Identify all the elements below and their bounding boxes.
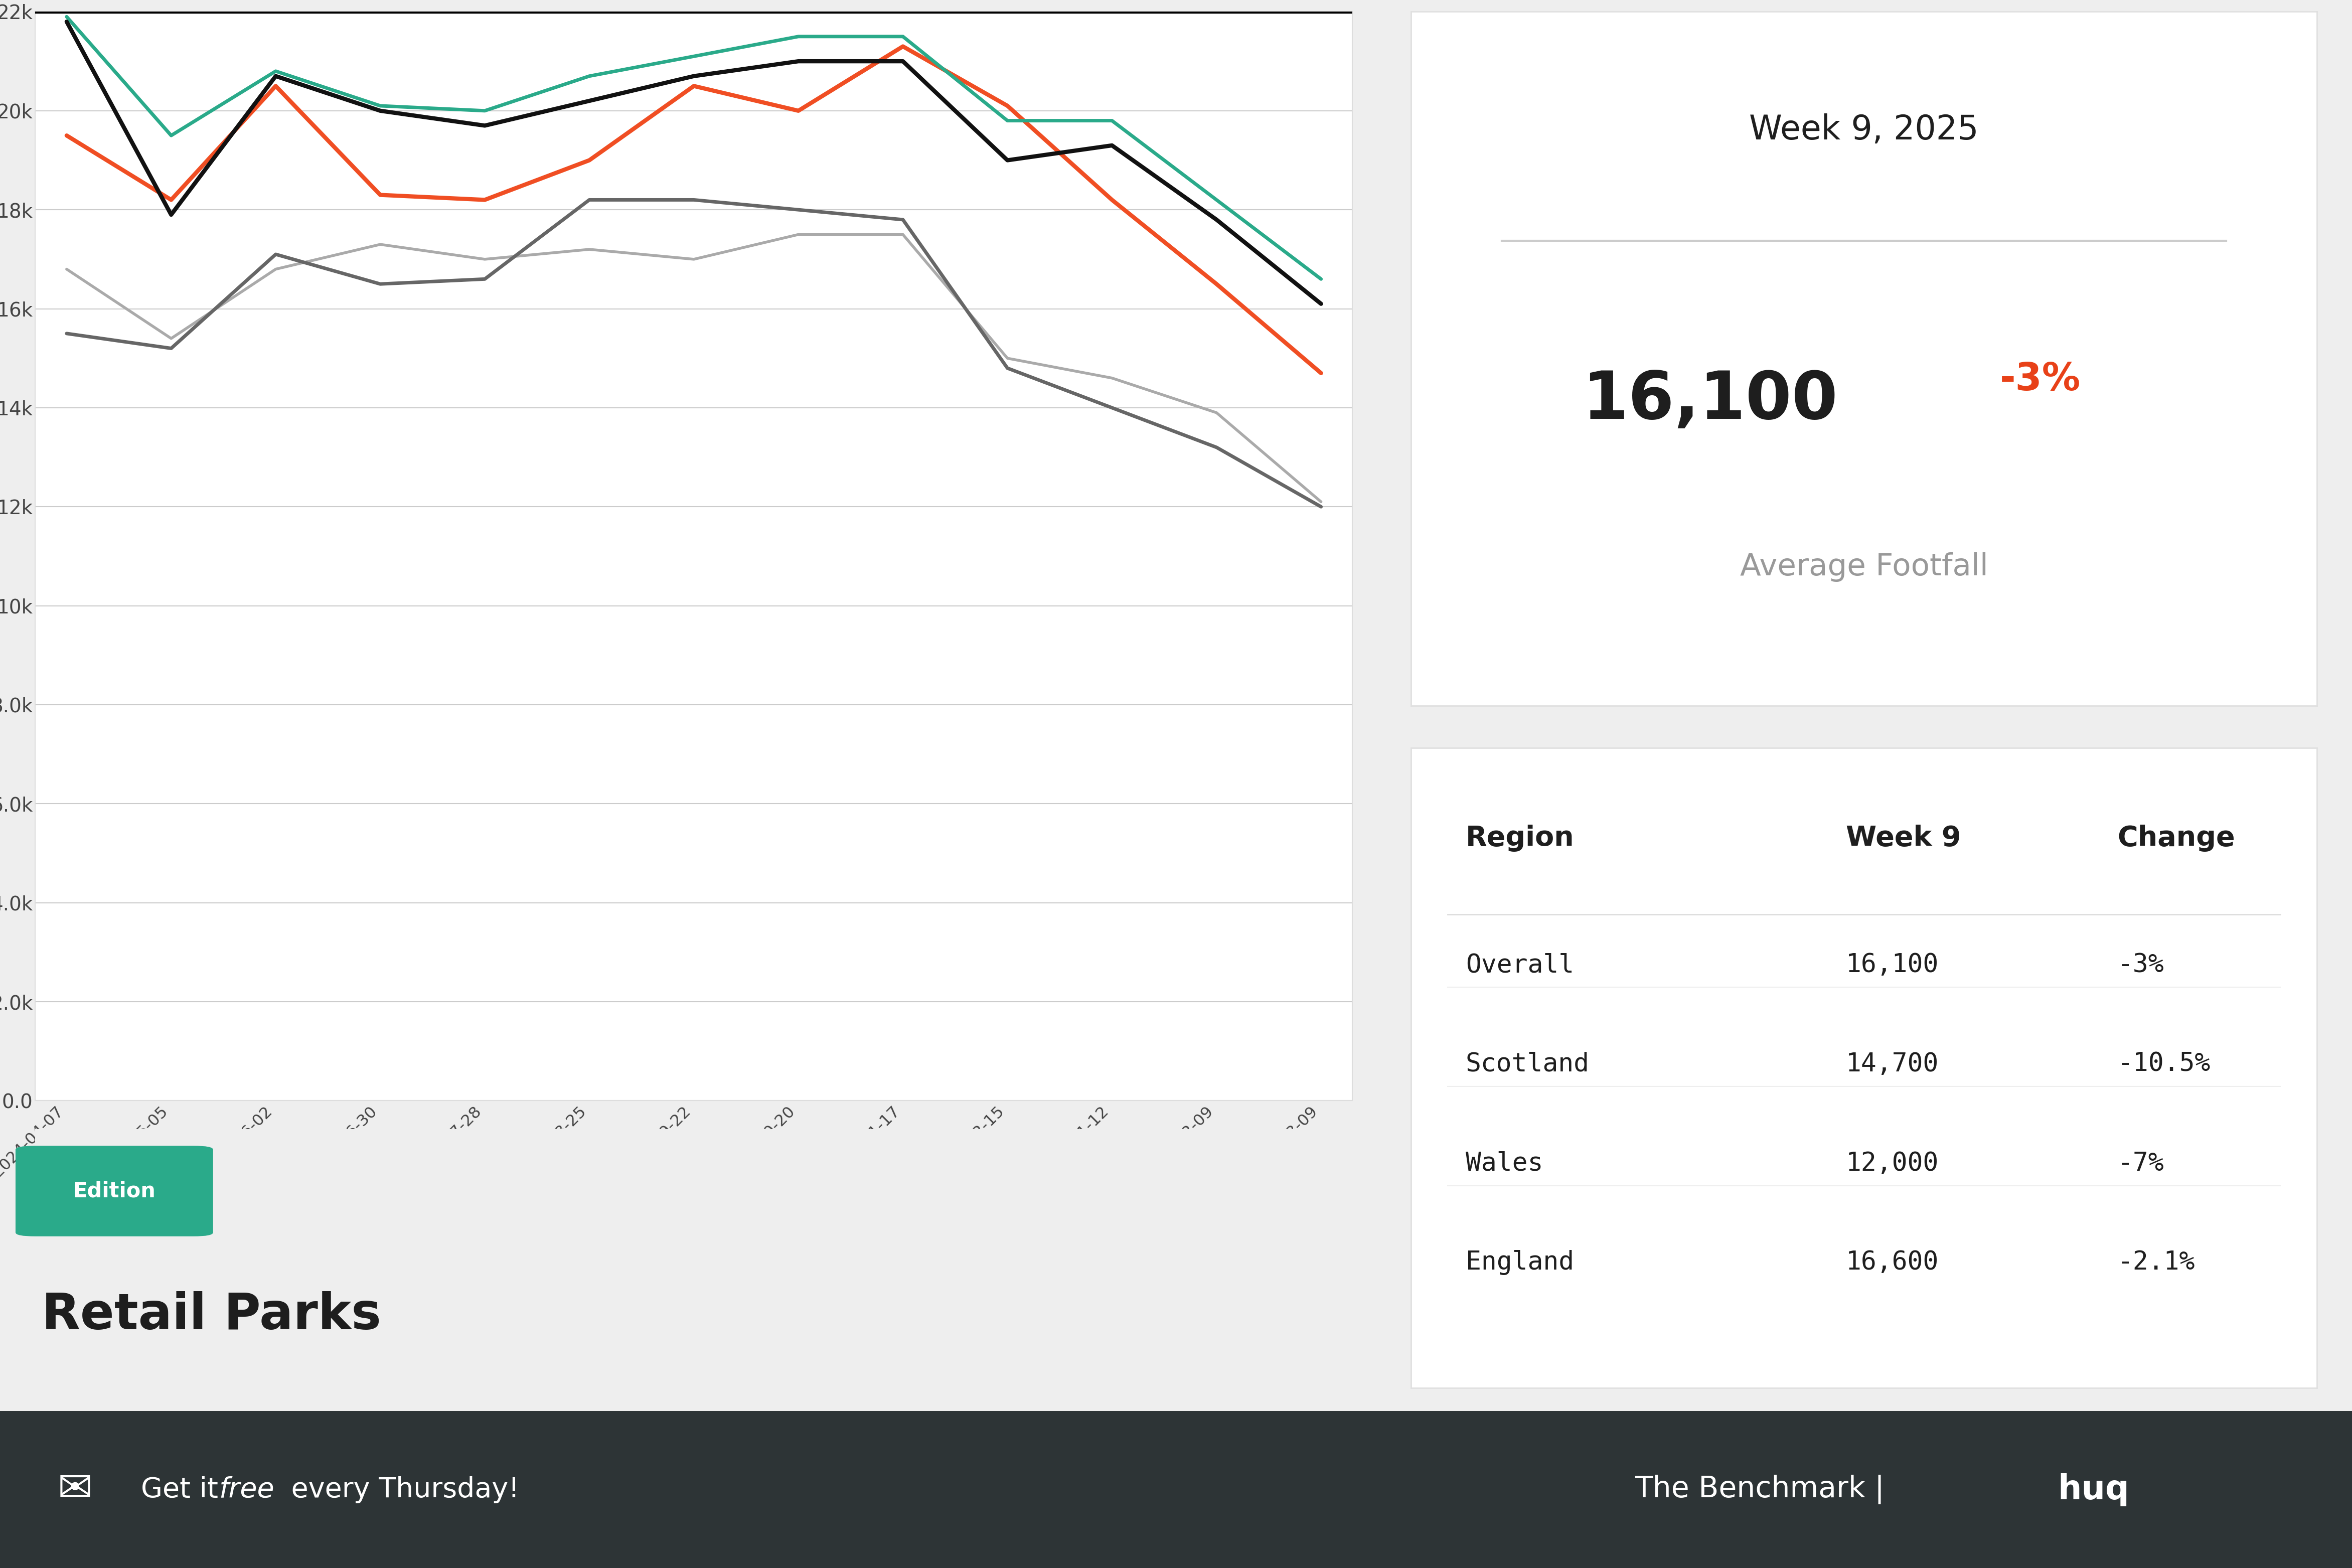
Text: -7%: -7%	[2117, 1151, 2164, 1176]
Text: huq: huq	[2058, 1472, 2129, 1507]
Text: Region: Region	[1465, 825, 1573, 851]
Text: Week 9, 2025: Week 9, 2025	[1750, 113, 1978, 146]
Text: Get it: Get it	[141, 1475, 228, 1504]
Text: 16,100: 16,100	[1846, 953, 1938, 978]
Text: 16,100: 16,100	[1583, 368, 1837, 433]
Text: The Benchmark |: The Benchmark |	[1635, 1475, 1893, 1504]
Text: Week 9: Week 9	[1846, 825, 1962, 851]
Text: Change: Change	[2117, 825, 2234, 851]
Text: Overall: Overall	[1465, 953, 1573, 978]
Text: Retail Parks: Retail Parks	[42, 1290, 381, 1339]
Text: Edition: Edition	[73, 1181, 155, 1201]
FancyBboxPatch shape	[16, 1146, 214, 1236]
Text: -3%: -3%	[2117, 953, 2164, 978]
Text: Average Footfall: Average Footfall	[1740, 552, 1987, 582]
Text: ✉: ✉	[59, 1469, 92, 1510]
Text: England: England	[1465, 1250, 1573, 1275]
Text: Wales: Wales	[1465, 1151, 1543, 1176]
Text: 14,700: 14,700	[1846, 1052, 1938, 1077]
Text: Scotland: Scotland	[1465, 1052, 1590, 1077]
Text: -10.5%: -10.5%	[2117, 1052, 2211, 1077]
Text: -3%: -3%	[1999, 361, 2082, 398]
Text: free: free	[219, 1477, 275, 1502]
Text: -2.1%: -2.1%	[2117, 1250, 2194, 1275]
Text: every Thursday!: every Thursday!	[282, 1475, 520, 1504]
Text: 16,600: 16,600	[1846, 1250, 1938, 1275]
Text: 12,000: 12,000	[1846, 1151, 1938, 1176]
